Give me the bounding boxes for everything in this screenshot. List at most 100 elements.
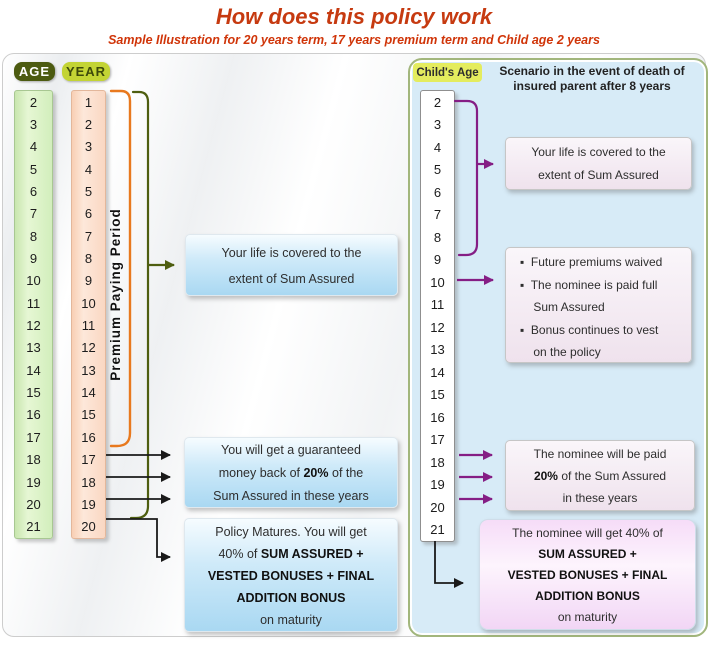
column-cell: 7 <box>29 206 38 222</box>
column-cell: 9 <box>29 251 38 267</box>
column-cell: 16 <box>26 407 41 423</box>
callout-line: ▪ The nominee is paid full <box>520 277 658 292</box>
column-cell: 15 <box>430 387 445 403</box>
column-cell: 5 <box>433 162 442 178</box>
column-cell: 16 <box>430 409 445 425</box>
callout-child-life-cover: Your life is covered to the extent of Sum… <box>505 137 692 190</box>
column-cell: 12 <box>430 319 445 335</box>
column-cell: 10 <box>430 274 445 290</box>
column-cell: 4 <box>433 139 442 155</box>
column-cell: 20 <box>81 519 96 535</box>
callout-maturity: Policy Matures. You will get 40% of SUM A… <box>184 518 398 632</box>
scenario-heading: Scenario in the event of death of insure… <box>499 64 685 93</box>
column-cell: 19 <box>430 477 445 493</box>
page-subtitle: Sample Illustration for 20 years term, 1… <box>108 33 600 47</box>
callout-line: extent of Sum Assured <box>538 168 659 182</box>
column-cell: 19 <box>81 496 96 512</box>
column-cell: 18 <box>430 454 445 470</box>
column-cell: 20 <box>26 496 41 512</box>
callout-line: The nominee will be paid <box>533 447 667 461</box>
column-cell: 3 <box>84 139 93 155</box>
column-cell: 8 <box>29 228 38 244</box>
column-cell: 21 <box>26 519 41 535</box>
callout-line: ADDITION BONUS <box>236 591 346 605</box>
column-cell: 3 <box>433 117 442 133</box>
column-cell: 17 <box>26 429 41 445</box>
column-cell: 7 <box>433 207 442 223</box>
callout-line: ADDITION BONUS <box>535 589 640 603</box>
year-column: 1 2 3 4 5 6 7 8 9 10 11 12 13 14 15 16 17 18 19 20 <box>71 90 106 539</box>
callout-nominee-money-back: The nominee will be paid 20% of the Sum A… <box>505 440 695 511</box>
column-cell: 4 <box>29 139 38 155</box>
column-cell: 8 <box>84 251 93 267</box>
column-cell: 9 <box>433 252 442 268</box>
callout-line: VESTED BONUSES + FINAL <box>207 569 375 583</box>
callout-line: Sum Assured <box>520 300 605 314</box>
year-badge: YEAR <box>62 62 110 81</box>
column-cell: 8 <box>433 229 442 245</box>
column-cell: 3 <box>29 117 38 133</box>
column-cell: 12 <box>81 340 96 356</box>
column-cell: 7 <box>84 228 93 244</box>
column-cell: 6 <box>433 184 442 200</box>
column-cell: 6 <box>29 184 38 200</box>
age-badge: AGE <box>14 62 55 81</box>
column-cell: 17 <box>81 452 96 468</box>
callout-line: on maturity <box>557 610 618 624</box>
column-cell: 19 <box>26 474 41 490</box>
callout-line: VESTED BONUSES + FINAL <box>507 568 668 582</box>
callout-line: ▪ Future premiums waived <box>520 255 663 269</box>
callout-line: Policy Matures. You will get <box>215 525 367 539</box>
column-cell: 17 <box>430 432 445 448</box>
callout-line: SUM ASSURED + <box>538 547 637 561</box>
callout-line: Sum Assured in these years <box>213 489 369 503</box>
callout-life-cover: Your life is covered to the extent of Sum… <box>185 234 398 296</box>
premium-paying-period-label: Premium Paying Period <box>107 207 123 381</box>
callout-line: The nominee will get 40% of <box>512 526 663 540</box>
column-cell: 5 <box>84 184 93 200</box>
column-cell: 13 <box>430 342 445 358</box>
column-cell: 18 <box>26 452 41 468</box>
column-cell: 21 <box>430 522 445 538</box>
column-cell: 15 <box>26 385 41 401</box>
column-cell: 10 <box>81 295 96 311</box>
column-cell: 16 <box>81 429 96 445</box>
column-cell: 20 <box>430 499 445 515</box>
column-cell: 18 <box>81 474 96 490</box>
callout-line: money back of 20% of the <box>218 466 364 480</box>
column-cell: 6 <box>84 206 93 222</box>
column-cell: 11 <box>81 318 96 334</box>
callout-money-back: You will get a guaranteed money back of 2… <box>184 437 398 508</box>
column-cell: 9 <box>84 273 93 289</box>
callout-line: on maturity <box>260 613 322 627</box>
age-column: 2 3 4 5 6 7 8 9 10 11 12 13 14 15 16 17 18 19 20 21 <box>14 90 53 539</box>
callout-line: Your life is covered to the <box>221 246 362 260</box>
column-cell: 12 <box>26 318 41 334</box>
column-cell: 2 <box>433 94 442 110</box>
page-title: How does this policy work <box>215 4 493 29</box>
column-cell: 13 <box>81 362 96 378</box>
callout-line: 40% of SUM ASSURED + <box>218 547 364 561</box>
callout-nominee-maturity: The nominee will get 40% of SUM ASSURED +… <box>479 519 696 630</box>
callout-line: ▪ Bonus continues to vest <box>520 322 659 337</box>
column-cell: 14 <box>430 364 445 380</box>
column-cell: 1 <box>84 94 93 110</box>
column-cell: 2 <box>84 117 93 133</box>
callout-line: on the policy <box>520 345 601 359</box>
column-cell: 13 <box>26 340 41 356</box>
column-cell: 4 <box>84 161 93 177</box>
child-age-column: 2 3 4 5 6 7 8 9 10 11 12 13 14 15 16 17 18 19 20 21 <box>420 90 455 542</box>
column-cell: 2 <box>29 94 38 110</box>
callout-death-benefits: ▪ Future premiums waived ▪ The nominee is… <box>505 247 692 363</box>
callout-line: You will get a guaranteed <box>221 443 361 457</box>
column-cell: 15 <box>81 407 96 423</box>
column-cell: 11 <box>430 297 445 313</box>
column-cell: 14 <box>81 385 96 401</box>
callout-line: Your life is covered to the <box>531 145 666 159</box>
column-cell: 14 <box>26 362 41 378</box>
column-cell: 5 <box>29 161 38 177</box>
callout-line: in these years <box>562 491 638 505</box>
callout-line: extent of Sum Assured <box>228 272 355 286</box>
column-cell: 11 <box>26 295 41 311</box>
